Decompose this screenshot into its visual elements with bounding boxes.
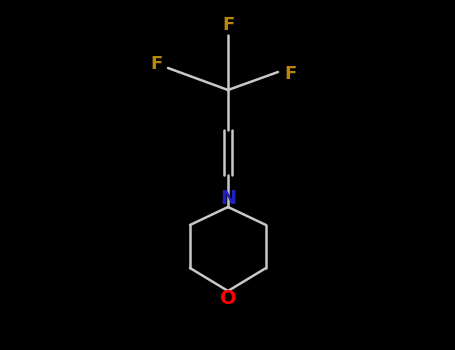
Text: F: F xyxy=(222,16,234,34)
Text: N: N xyxy=(220,189,236,209)
Text: O: O xyxy=(220,289,236,308)
Text: F: F xyxy=(150,55,162,73)
Text: F: F xyxy=(284,65,296,83)
